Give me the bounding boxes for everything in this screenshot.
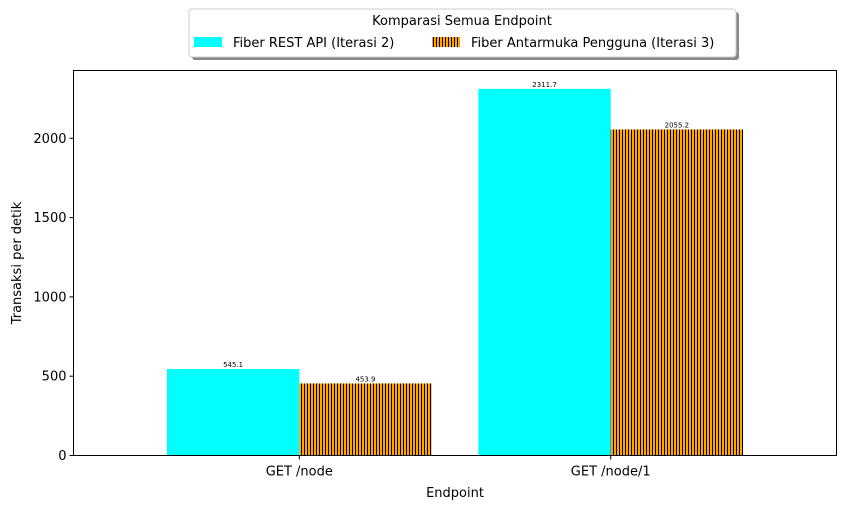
- legend: Komparasi Semua Endpoint Fiber REST API …: [188, 8, 737, 58]
- x-tick-label-1: GET /node/1: [571, 465, 651, 480]
- legend-label-series-1: Fiber REST API (Iterasi 2): [233, 36, 394, 51]
- bars-group: 545.1 2311.7 453.9 2055.2: [166, 81, 744, 456]
- data-label-series-2-2: 2055.2: [665, 122, 690, 130]
- legend-swatch-series-2: [432, 37, 460, 47]
- bar-series-1-2: [478, 88, 611, 456]
- bar-series-2-2: [610, 129, 744, 456]
- legend-swatch-series-1: [194, 37, 222, 47]
- y-tick-label-3: 1500: [33, 211, 66, 226]
- data-label-series-1-2: 2311.7: [532, 81, 557, 89]
- y-tick-label-4: 2000: [33, 132, 66, 147]
- bar-series-1-1: [166, 369, 300, 456]
- plot-frame: [73, 70, 837, 456]
- y-tick-label-1: 500: [42, 370, 67, 385]
- data-label-series-1-1: 545.1: [223, 361, 243, 369]
- y-tick-label-2: 1000: [33, 290, 66, 305]
- x-axis-label: Endpoint: [426, 486, 484, 501]
- legend-title: Komparasi Semua Endpoint: [372, 14, 552, 29]
- y-axis-label: Transaksi per detik: [10, 201, 25, 325]
- x-axis: GET /node GET /node/1: [266, 455, 651, 480]
- legend-box: [188, 8, 737, 58]
- y-axis: 0 500 1000 1500 2000: [33, 132, 74, 464]
- bar-series-2-1: [299, 383, 432, 456]
- y-tick-label-0: 0: [58, 449, 66, 464]
- legend-label-series-2: Fiber Antarmuka Pengguna (Iterasi 3): [471, 36, 714, 51]
- x-tick-label-0: GET /node: [266, 465, 333, 480]
- data-label-series-2-1: 453.9: [355, 376, 375, 384]
